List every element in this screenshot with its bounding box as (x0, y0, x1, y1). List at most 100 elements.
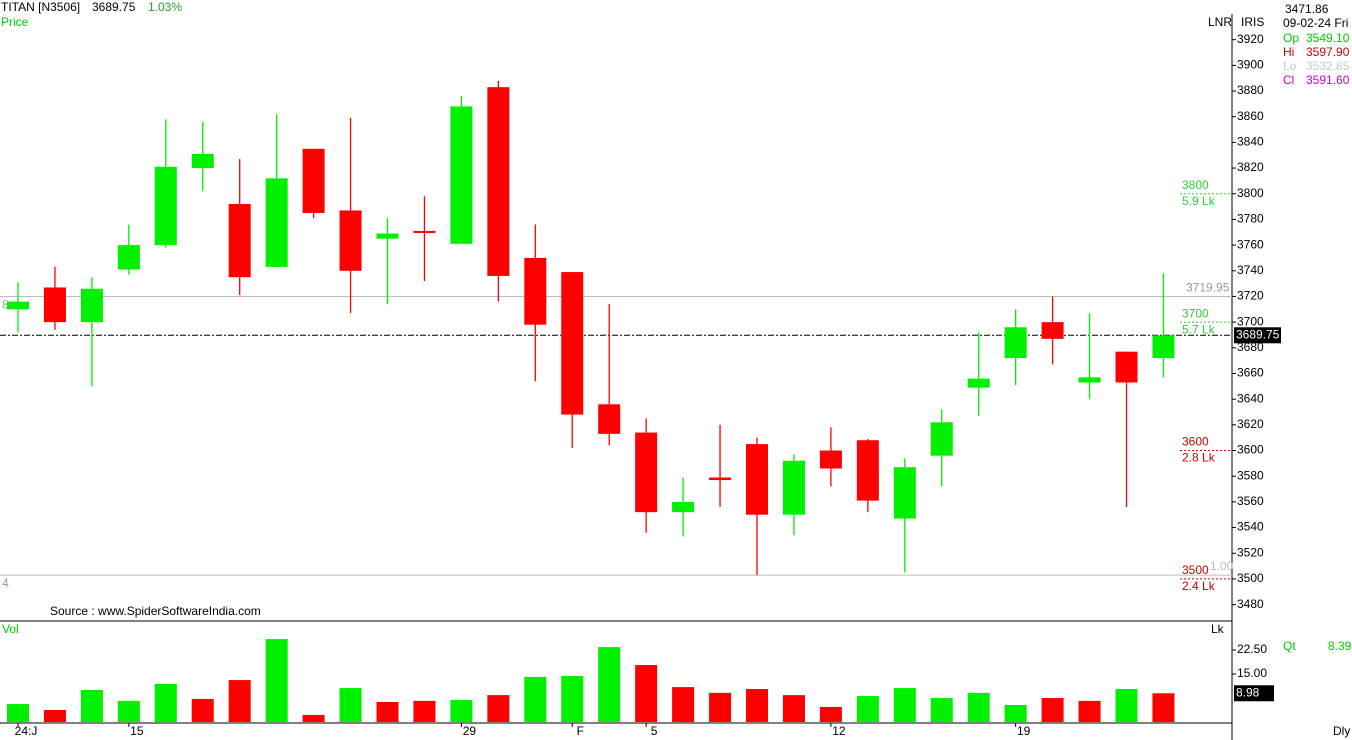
volume-box-label: 8.98 (1236, 685, 1260, 699)
source: Source : www.SpiderSoftwareIndia.com (50, 604, 261, 618)
candle-body (782, 460, 805, 515)
volume-bar (561, 675, 584, 722)
x-tick-label: 24:J (15, 724, 38, 738)
volume-bar (302, 714, 325, 722)
y-tick-label: 3800 (1237, 186, 1264, 200)
candle-body (7, 301, 29, 310)
level-volume: 2.4 Lk (1182, 579, 1216, 593)
y-tick-label: 3740 (1237, 263, 1264, 277)
y-tick-label: 3760 (1237, 237, 1264, 251)
y-tick-label: 3520 (1237, 545, 1264, 559)
axis-label: LNR (1208, 15, 1232, 29)
y-tick-label: 3560 (1237, 494, 1264, 508)
candle-body (265, 178, 288, 267)
y-tick-label: 3720 (1237, 289, 1264, 303)
reference-label: 3719.95 (1186, 281, 1230, 295)
candle-body (598, 404, 621, 434)
x-tick-label: 5 (651, 724, 658, 738)
y-tick-label: 3600 (1237, 443, 1264, 457)
candle-body (893, 467, 916, 519)
y-tick-label: 3680 (1237, 340, 1264, 354)
last-price: 3689.75 (92, 0, 136, 14)
candle-body (1115, 351, 1138, 383)
y-tick-label: 3660 (1237, 366, 1264, 380)
volume-bar (524, 676, 547, 722)
candle-body (228, 204, 251, 278)
x-tick-label: 15 (130, 724, 144, 738)
info-value: 3471.86 (1285, 2, 1329, 16)
volume-bar (7, 704, 29, 722)
volume-bar (967, 692, 990, 722)
candle-body (1078, 377, 1101, 383)
volume-bar (117, 700, 140, 722)
info-date: 09-02-24 Fri (1283, 16, 1348, 30)
info-label: Lo (1283, 59, 1297, 73)
info-value: 3597.90 (1306, 45, 1350, 59)
volume-bar (228, 680, 251, 722)
candle-body (302, 148, 325, 214)
y-tick-label: 3620 (1237, 417, 1264, 431)
volume-bar (191, 698, 214, 722)
candle-body (43, 287, 66, 323)
y-tick-label: 3480 (1237, 597, 1264, 611)
y-tick-label: 3900 (1237, 58, 1264, 72)
volume-bar (487, 695, 510, 722)
volume-bar (1152, 693, 1175, 722)
candle-body (413, 230, 436, 233)
info-value: 3549.10 (1306, 31, 1350, 45)
axis-label: IRIS (1241, 15, 1264, 29)
candle-body (1041, 322, 1064, 339)
info-value: 3591.60 (1306, 73, 1350, 87)
candle-body (376, 233, 399, 239)
volume-bar (154, 683, 177, 722)
volume-bar (782, 695, 805, 722)
low-line-label: 1.00 (1210, 559, 1234, 573)
candle-body (819, 450, 842, 469)
candle-body (672, 501, 695, 513)
left-marker: 8 (2, 298, 9, 312)
volume-bar (930, 698, 953, 722)
quantity-label: Qt (1283, 639, 1296, 653)
volume-bar (672, 687, 695, 722)
level-volume: 2.8 Lk (1182, 451, 1216, 465)
candle-body (487, 87, 510, 276)
x-tick-label: 12 (832, 724, 846, 738)
y-tick-label: 3580 (1237, 468, 1264, 482)
volume-bar (893, 688, 916, 722)
y-tick-label: 22.50 (1237, 642, 1267, 656)
info-label: Cl (1283, 73, 1294, 87)
level-price: 3600 (1182, 435, 1209, 449)
price-box (1234, 327, 1281, 344)
candle-body (561, 272, 584, 415)
level-volume: 5.7 Lk (1182, 322, 1216, 336)
chart-title: TITAN [N3506] (1, 0, 80, 14)
left-marker: 4 (2, 576, 9, 590)
y-tick-label: 3780 (1237, 212, 1264, 226)
y-tick-label: 3500 (1237, 571, 1264, 585)
candle-body (339, 210, 362, 271)
volume-bar (1078, 700, 1101, 722)
candle-body (746, 444, 768, 515)
x-tick-label: 29 (463, 724, 477, 738)
y-tick-label: 3880 (1237, 83, 1264, 97)
volume-bar (265, 639, 288, 722)
candle-body (117, 245, 140, 270)
volume-bar (635, 665, 658, 722)
x-tick-label: 19 (1017, 724, 1031, 738)
volume-bar (376, 702, 399, 722)
y-tick-label: 3920 (1237, 32, 1264, 46)
candle-body (450, 106, 473, 244)
volume-bar (856, 696, 879, 722)
volume-bar (598, 647, 621, 722)
y-tick-label: 3860 (1237, 109, 1264, 123)
volume-bar (1041, 698, 1064, 722)
candle-body (524, 257, 547, 325)
level-price: 3800 (1182, 178, 1209, 192)
y-tick-label: 3540 (1237, 520, 1264, 534)
candle-body (80, 288, 103, 323)
volume-box (1234, 685, 1274, 702)
info-label: Hi (1283, 45, 1294, 59)
candle-body (1152, 335, 1175, 359)
volume-bar (746, 689, 768, 722)
